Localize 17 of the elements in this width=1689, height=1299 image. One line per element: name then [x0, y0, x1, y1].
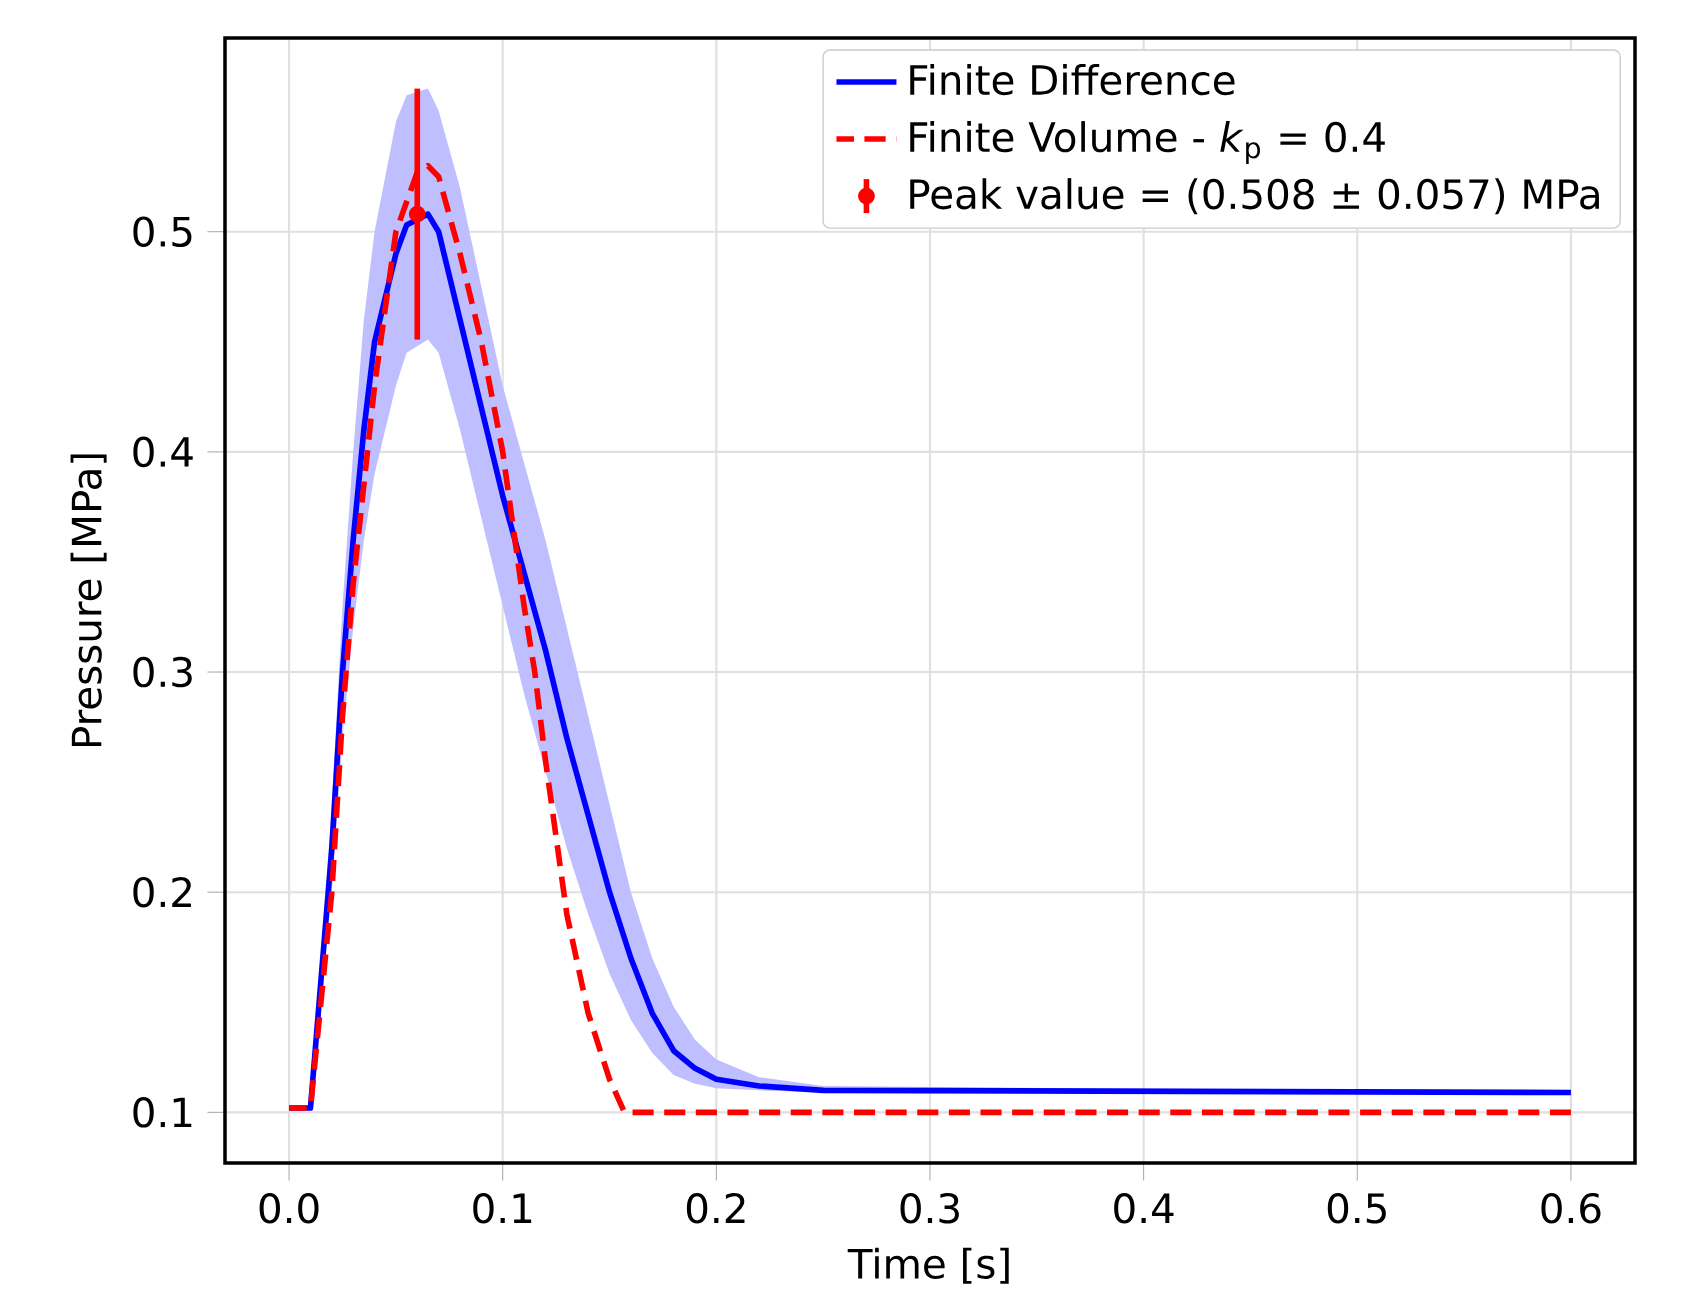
x-tick-label: 0.4	[1114, 1193, 1174, 1224]
y-axis-title: Pressure [MPa]	[70, 454, 107, 747]
legend-label: Peak value = (0.508 ± 0.057) MPa	[910, 178, 1599, 215]
y-tick-label: 0.4	[133, 436, 193, 468]
y-tick-label: 0.1	[133, 1097, 192, 1128]
x-tick-label: 0.2	[686, 1193, 745, 1224]
y-tick-label: 0.2	[133, 876, 191, 908]
x-tick-label: 0.5	[1327, 1193, 1386, 1224]
legend-label: Finite Volume - k$_{p}$ = 0.4	[910, 121, 1385, 164]
y-tick-label: 0.5	[133, 216, 192, 247]
legend-label: Finite Difference	[910, 64, 1235, 96]
x-tick-label: 0.3	[900, 1193, 959, 1224]
x-tick-label: 0.1	[473, 1193, 532, 1224]
x-axis-title: Time [s]	[847, 1247, 1009, 1284]
x-tick-label: 0.6	[1541, 1193, 1601, 1224]
y-tick-label: 0.3	[133, 656, 192, 688]
x-tick-label: 0.0	[259, 1193, 319, 1224]
